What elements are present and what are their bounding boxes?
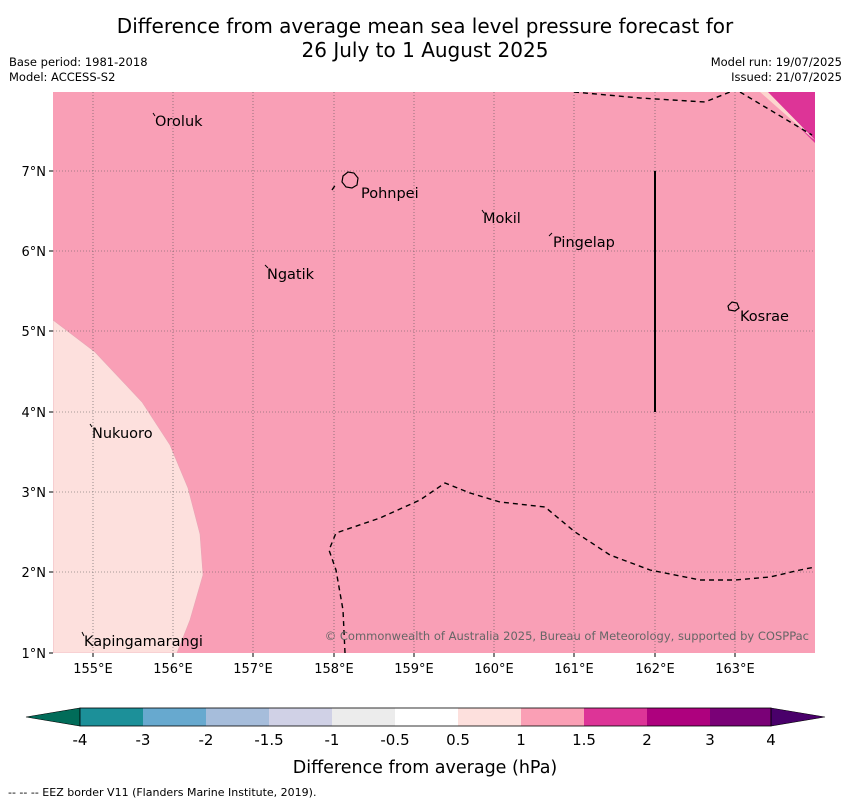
colorbar-label: 1 — [516, 731, 526, 749]
lon-tick-labels: 155°E 156°E 157°E 158°E 159°E 160°E 161°… — [73, 662, 755, 677]
eez-border-northeast — [739, 92, 813, 136]
colorbar-labels: -4 -3 -2 -1.5 -1 -0.5 0.5 1 1.5 2 3 4 — [73, 731, 776, 749]
model-run-text: Model run: 19/07/2025 — [710, 55, 842, 69]
colorbar-extend-high — [770, 707, 826, 727]
lat-label: 5°N — [22, 325, 47, 340]
eez-border-fragment — [331, 183, 337, 191]
issued-text: Issued: 21/07/2025 — [731, 70, 842, 84]
lat-tick-labels: 1°N 2°N 3°N 4°N 5°N 6°N 7°N — [22, 165, 47, 662]
kosrae-island-outline — [727, 301, 740, 312]
place-label-kosrae: Kosrae — [740, 309, 789, 325]
colorbar-swatch — [647, 708, 710, 726]
place-label-oroluk: Oroluk — [155, 114, 203, 130]
colorbar-label: 4 — [766, 731, 776, 749]
lon-label: 155°E — [73, 662, 113, 677]
place-label-ngatik: Ngatik — [267, 267, 315, 283]
map-area: Oroluk Pohnpei Mokil Pingelap Ngatik Kos… — [53, 92, 815, 653]
lon-label: 163°E — [715, 662, 755, 677]
lon-label: 156°E — [153, 662, 193, 677]
lon-ticks — [92, 653, 736, 657]
lon-label: 161°E — [554, 662, 594, 677]
colorbar-label: -3 — [136, 731, 151, 749]
model-text: Model: ACCESS-S2 — [9, 70, 116, 84]
atoll-marks — [81, 112, 553, 637]
meta-left: Base period: 1981-2018 Model: ACCESS-S2 — [9, 55, 148, 85]
lat-label: 2°N — [22, 566, 47, 581]
lat-label: 7°N — [22, 165, 47, 180]
colorbar-title: Difference from average (hPa) — [293, 758, 558, 778]
footnote-eez-source: -- -- -- EEZ border V11 (Flanders Marine… — [8, 786, 317, 799]
colorbar-swatch — [332, 708, 395, 726]
colorbar-swatch — [143, 708, 206, 726]
place-label-nukuoro: Nukuoro — [92, 426, 153, 442]
colorbar-extend-low — [25, 707, 81, 727]
lon-label: 160°E — [474, 662, 514, 677]
colorbar-label: -2 — [199, 731, 214, 749]
colorbar-swatch — [206, 708, 269, 726]
colorbar-label: -1 — [325, 731, 340, 749]
base-period-text: Base period: 1981-2018 — [9, 55, 148, 69]
colorbar-swatch — [269, 708, 332, 726]
colorbar-swatch — [395, 708, 458, 726]
colorbar-swatch — [710, 708, 771, 726]
colorbar-label: -1.5 — [254, 731, 283, 749]
meta-right: Model run: 19/07/2025 Issued: 21/07/2025 — [711, 55, 842, 85]
copyright-notice: © Commonwealth of Australia 2025, Bureau… — [325, 629, 809, 643]
colorbar — [25, 707, 826, 727]
colorbar-label: -4 — [73, 731, 88, 749]
place-label-kapingamarangi: Kapingamarangi — [84, 634, 203, 650]
lon-label: 162°E — [635, 662, 675, 677]
colorbar-swatch — [458, 708, 521, 726]
colorbar-label: -0.5 — [380, 731, 409, 749]
lon-label: 157°E — [233, 662, 273, 677]
lat-ticks — [49, 170, 53, 654]
lat-label: 4°N — [22, 406, 47, 421]
colorbar-swatch — [80, 708, 143, 726]
lat-label: 1°N — [22, 647, 47, 662]
place-label-pohnpei: Pohnpei — [361, 186, 419, 202]
lon-label: 159°E — [394, 662, 434, 677]
colorbar-label: 2 — [642, 731, 652, 749]
contour-fill-0-5-to-1 — [53, 319, 204, 653]
chart-title-line-2: 26 July to 1 August 2025 — [301, 38, 549, 62]
colorbar-label: 0.5 — [446, 731, 470, 749]
place-labels: Oroluk Pohnpei Mokil Pingelap Ngatik Kos… — [84, 114, 789, 650]
colorbar-swatch — [584, 708, 647, 726]
colorbar-label: 3 — [705, 731, 715, 749]
eez-borders — [328, 92, 815, 653]
place-label-mokil: Mokil — [483, 211, 521, 227]
lon-label: 158°E — [314, 662, 354, 677]
lat-label: 3°N — [22, 486, 47, 501]
colorbar-swatch — [521, 708, 584, 726]
colorbar-label: 1.5 — [572, 731, 596, 749]
place-label-pingelap: Pingelap — [553, 235, 615, 251]
chart-title-line-1: Difference from average mean sea level p… — [116, 14, 734, 38]
lat-label: 6°N — [22, 245, 47, 260]
pohnpei-island-outline — [341, 171, 359, 189]
